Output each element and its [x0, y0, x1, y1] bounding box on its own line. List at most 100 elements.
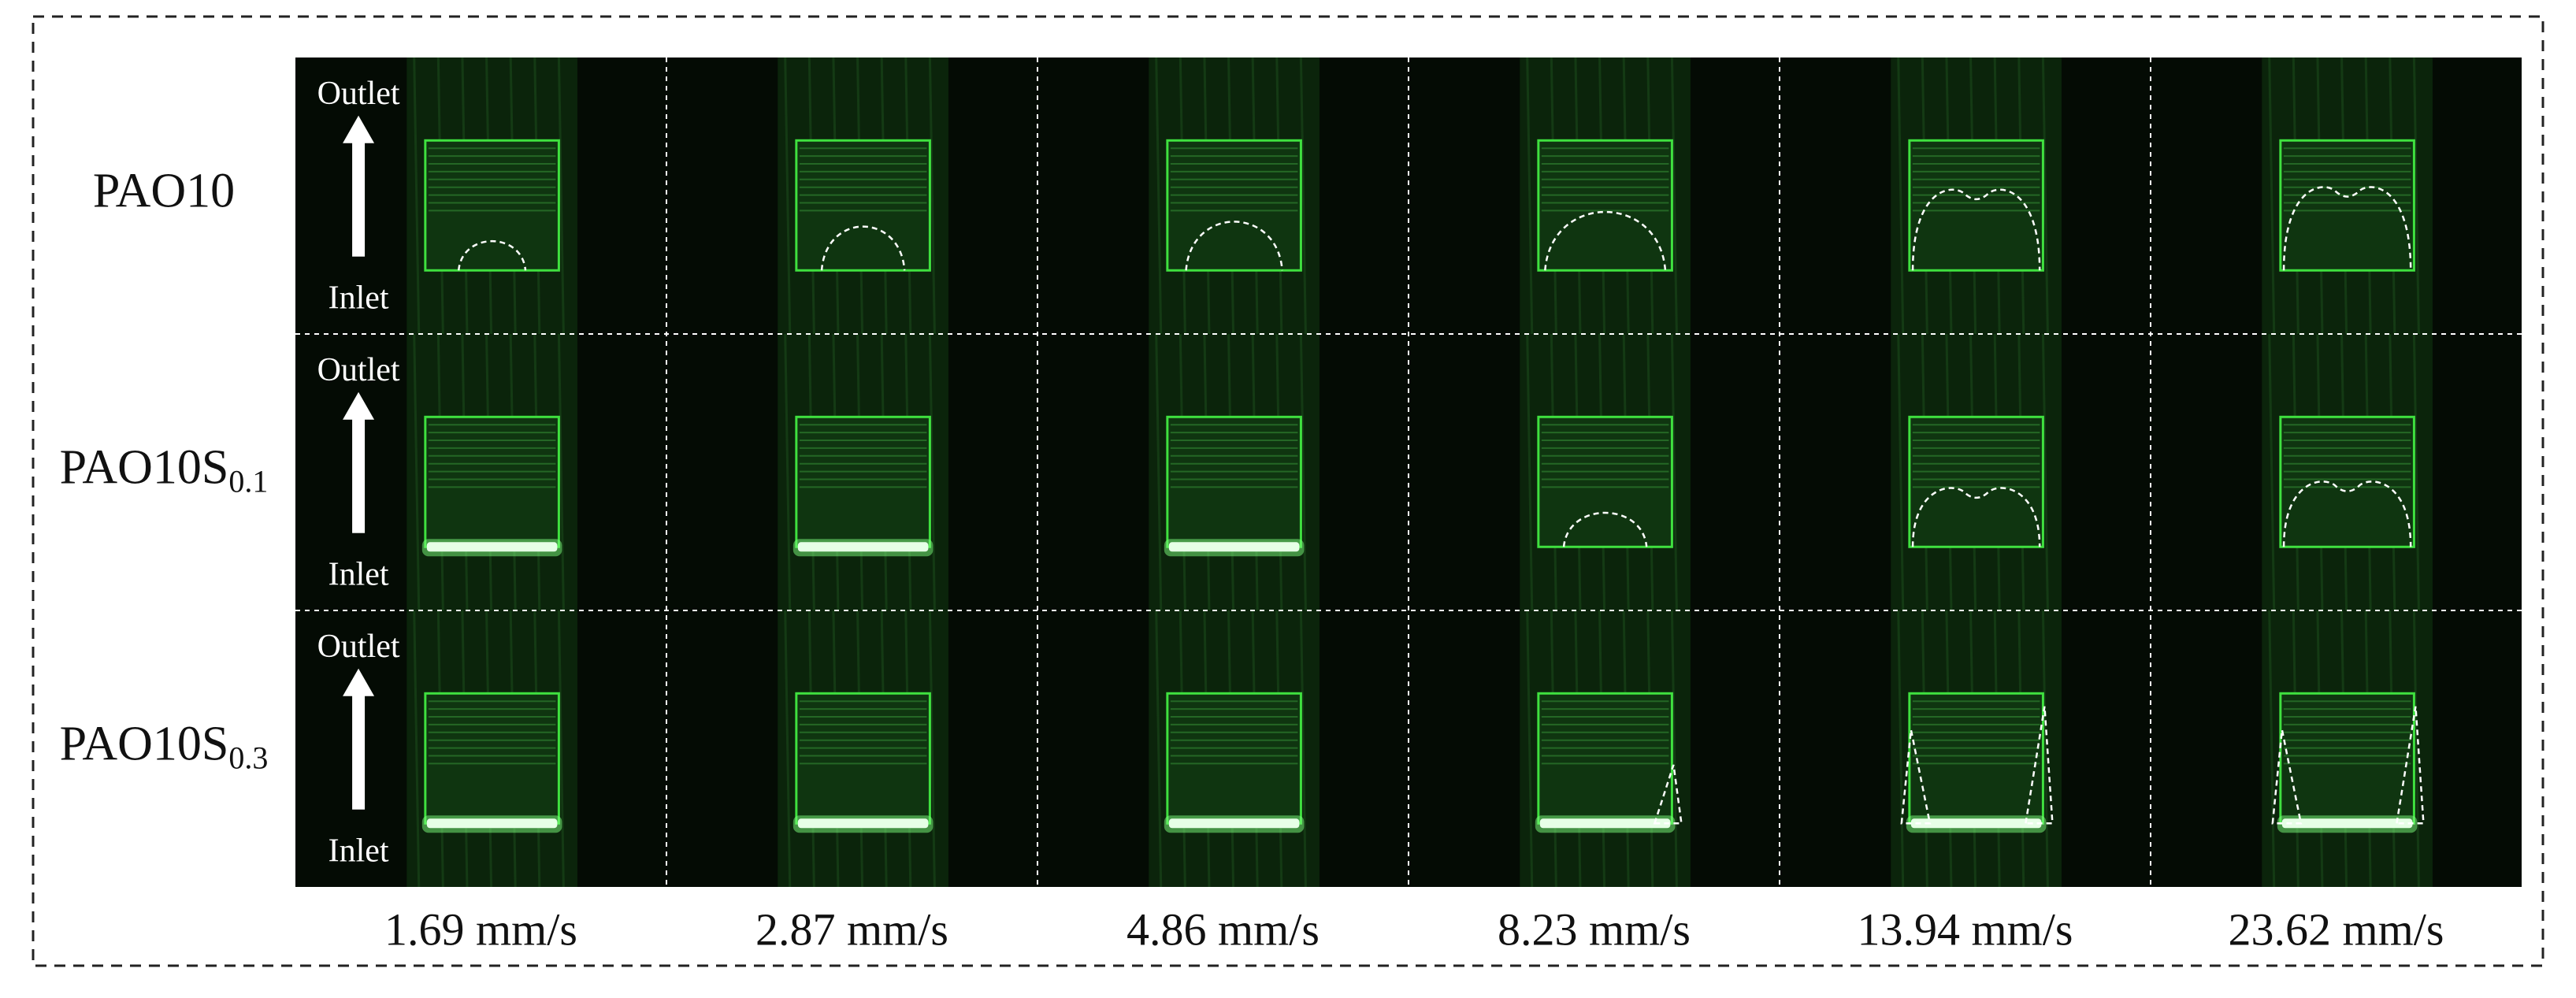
streak — [928, 610, 936, 888]
contact-window — [1537, 415, 1673, 548]
boundary-contour — [2395, 706, 2425, 825]
contact-window — [1537, 139, 1673, 272]
streak — [2268, 610, 2276, 888]
photo-cell — [1037, 57, 1409, 335]
streak — [1897, 57, 1905, 335]
boundary-contour — [1653, 764, 1683, 825]
boundary-contour — [2024, 706, 2054, 825]
contact-window — [795, 692, 931, 825]
streak — [2412, 57, 2420, 335]
streak — [1299, 333, 1307, 611]
streak — [1670, 610, 1678, 888]
contact-window — [2279, 139, 2415, 272]
contact-window — [1537, 692, 1673, 825]
boundary-contour — [1185, 221, 1283, 271]
streak — [1897, 333, 1905, 611]
bright-edge — [426, 542, 558, 552]
streak — [413, 610, 421, 888]
photo-cell: Outlet Inlet — [295, 333, 666, 611]
inlet-label: Inlet — [328, 557, 389, 593]
flow-arrow-shaft — [352, 417, 366, 533]
contact-window — [1908, 139, 2044, 272]
bright-edge — [2281, 818, 2413, 829]
row-label-subscript: 0.3 — [228, 740, 268, 776]
photo-cell — [1780, 610, 2151, 888]
bright-edge — [797, 542, 929, 552]
inlet-label: Inlet — [328, 833, 389, 870]
outlet-label: Outlet — [317, 76, 400, 112]
photo-cell — [666, 57, 1037, 335]
photo-cell — [1409, 333, 1780, 611]
streak — [1670, 57, 1678, 335]
photo-cell — [1037, 610, 1409, 888]
photo-cell — [1409, 610, 1780, 888]
flow-arrow-head — [343, 668, 375, 696]
photo-cell — [666, 333, 1037, 611]
photo-cell: Outlet Inlet — [295, 57, 666, 335]
contact-window — [1908, 415, 2044, 548]
boundary-contour — [2282, 186, 2412, 271]
streak — [1526, 610, 1534, 888]
streak — [1670, 333, 1678, 611]
speed-label: 2.87 mm/s — [755, 903, 948, 955]
contact-window — [2279, 692, 2415, 825]
speed-label: 23.62 mm/s — [2229, 903, 2444, 955]
speed-label: 13.94 mm/s — [1858, 903, 2073, 955]
streak — [557, 610, 565, 888]
streak — [413, 333, 421, 611]
row-label-base: PAO10S — [60, 441, 229, 495]
flow-arrow-shaft — [352, 693, 366, 810]
bright-edge — [1539, 818, 1671, 829]
contact-window — [2279, 415, 2415, 548]
streak — [2412, 333, 2420, 611]
streak — [2041, 610, 2049, 888]
streak — [557, 57, 565, 335]
contact-window — [1166, 139, 1302, 272]
boundary-contour — [1562, 511, 1648, 547]
boundary-contour — [2282, 480, 2412, 547]
row-label: PAO10S0.3 — [60, 718, 269, 776]
contact-window — [424, 139, 560, 272]
streak — [784, 333, 792, 611]
outlet-label: Outlet — [317, 629, 400, 665]
streak — [413, 57, 421, 335]
streak — [928, 333, 936, 611]
speed-label: 8.23 mm/s — [1498, 903, 1691, 955]
bright-edge — [1168, 818, 1300, 829]
contact-window — [424, 415, 560, 548]
contact-window — [795, 139, 931, 272]
photo-cell — [1780, 333, 2151, 611]
boundary-contour — [1911, 487, 2041, 547]
streak — [2041, 57, 2049, 335]
contact-window — [795, 415, 931, 548]
streak — [1897, 610, 1905, 888]
streak — [1155, 57, 1163, 335]
bright-edge — [797, 818, 929, 829]
photo-cell — [1409, 57, 1780, 335]
bright-edge — [1168, 542, 1300, 552]
streak — [784, 610, 792, 888]
photo-cell — [2151, 610, 2522, 888]
streak — [2041, 333, 2049, 611]
contact-window — [1908, 692, 2044, 825]
streak — [784, 57, 792, 335]
row-label-base: PAO10S — [60, 718, 229, 771]
photo-cell — [2151, 333, 2522, 611]
row-label-base: PAO10 — [93, 165, 235, 218]
speed-label: 1.69 mm/s — [384, 903, 577, 955]
streak — [1526, 333, 1534, 611]
row-label-subscript: 0.1 — [228, 464, 268, 499]
photo-cell — [666, 610, 1037, 888]
streak — [1299, 610, 1307, 888]
flow-arrow-head — [343, 115, 375, 143]
streak — [2412, 610, 2420, 888]
flow-arrow-head — [343, 391, 375, 420]
photo-cell — [1037, 333, 1409, 611]
bright-edge — [1910, 818, 2042, 829]
boundary-contour — [1900, 729, 1932, 825]
boundary-contour — [820, 225, 906, 271]
flow-arrow-shaft — [352, 140, 366, 257]
speed-label: 4.86 mm/s — [1127, 903, 1320, 955]
